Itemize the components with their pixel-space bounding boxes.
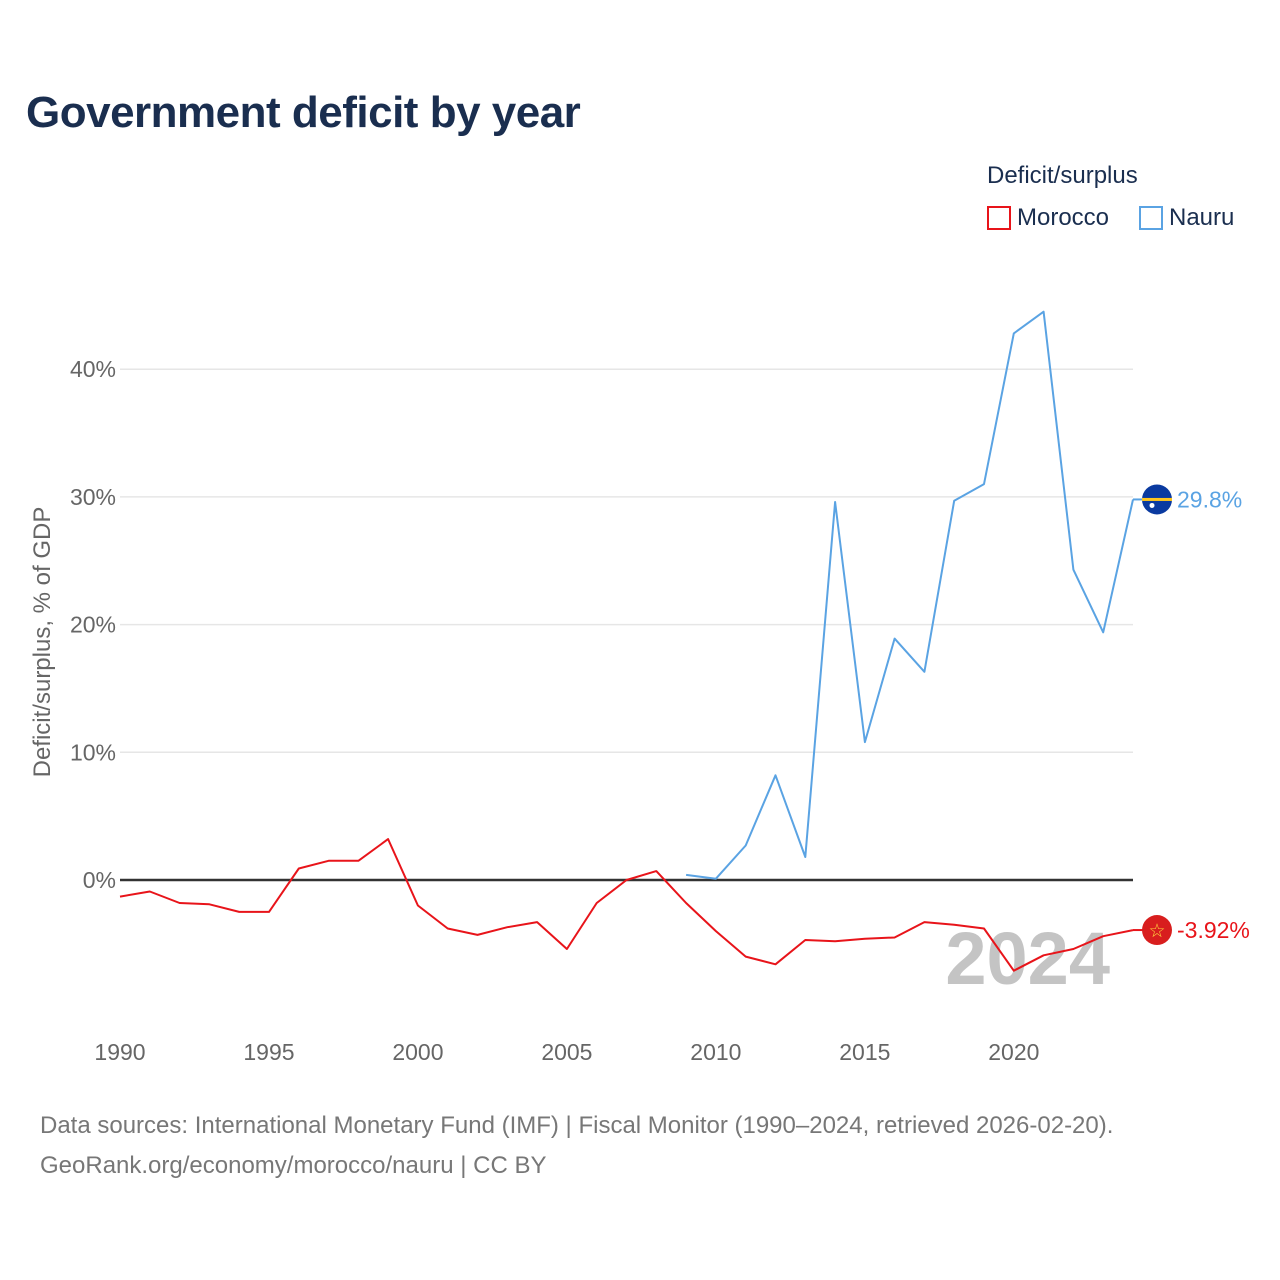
data-point-morocco[interactable]: [592, 898, 602, 908]
year-watermark: 2024: [945, 917, 1110, 1000]
data-point-morocco[interactable]: [324, 856, 334, 866]
source-line-2[interactable]: GeoRank.org/economy/morocco/nauru | CC B…: [40, 1152, 547, 1179]
data-point-morocco[interactable]: [413, 901, 423, 911]
data-point-morocco[interactable]: [800, 935, 810, 945]
flag-icon-morocco: ☆: [1142, 915, 1172, 946]
data-point-nauru[interactable]: [830, 497, 840, 507]
data-point-nauru[interactable]: [949, 496, 959, 506]
data-point-nauru[interactable]: [1068, 565, 1078, 575]
data-point-nauru[interactable]: [860, 737, 870, 747]
data-point-morocco[interactable]: [1009, 966, 1019, 976]
end-value-label-nauru: 29.8%: [1177, 486, 1242, 512]
data-point-morocco[interactable]: [741, 952, 751, 962]
data-point-morocco[interactable]: [681, 898, 691, 908]
data-point-morocco[interactable]: [1098, 931, 1108, 941]
x-tick-label: 2020: [988, 1039, 1039, 1065]
flag-icon-nauru: [1142, 484, 1172, 515]
data-point-nauru[interactable]: [741, 841, 751, 851]
y-tick-label: 40%: [70, 356, 116, 382]
data-point-nauru[interactable]: [800, 852, 810, 862]
data-point-morocco[interactable]: [830, 936, 840, 946]
y-axis-ticks: 0% 10% 20% 30% 40%: [70, 356, 116, 893]
data-point-morocco[interactable]: [473, 930, 483, 940]
y-tick-label: 20%: [70, 612, 116, 638]
data-point-morocco[interactable]: [115, 892, 125, 902]
end-value-label-morocco: -3.92%: [1177, 917, 1250, 943]
data-point-nauru[interactable]: [919, 667, 929, 677]
data-point-morocco[interactable]: [294, 864, 304, 874]
data-point-morocco[interactable]: [234, 907, 244, 917]
data-point-morocco[interactable]: [622, 875, 632, 885]
svg-text:☆: ☆: [1148, 920, 1165, 942]
legend-label-morocco: Morocco: [1017, 204, 1110, 231]
x-tick-label: 2015: [839, 1039, 890, 1065]
legend-swatch-nauru: [1139, 206, 1163, 230]
data-point-morocco[interactable]: [860, 934, 870, 944]
grid-lines: [120, 368, 1133, 754]
chart-title: Government deficit by year: [26, 88, 581, 137]
legend-title: Deficit/surplus: [987, 162, 1138, 189]
series-line-morocco[interactable]: [119, 838, 1134, 972]
data-point-morocco[interactable]: [562, 944, 572, 954]
data-point-nauru[interactable]: [770, 770, 780, 780]
data-point-morocco[interactable]: [711, 926, 721, 936]
x-tick-label: 2000: [392, 1039, 443, 1065]
x-tick-label: 1995: [243, 1039, 294, 1065]
x-tick-label: 2010: [690, 1039, 741, 1065]
x-tick-label: 2005: [541, 1039, 592, 1065]
data-point-nauru[interactable]: [1039, 307, 1049, 317]
data-point-morocco[interactable]: [532, 917, 542, 927]
data-point-morocco[interactable]: [264, 907, 274, 917]
data-point-nauru[interactable]: [890, 634, 900, 644]
data-point-nauru[interactable]: [681, 870, 691, 880]
data-point-morocco[interactable]: [979, 924, 989, 934]
x-axis-ticks: 1990 1995 2000 2005 2010 2015 2020: [94, 1039, 1039, 1065]
data-point-morocco[interactable]: [919, 917, 929, 927]
x-tick-label: 1990: [94, 1039, 145, 1065]
data-point-morocco[interactable]: [949, 920, 959, 930]
y-tick-label: 30%: [70, 484, 116, 510]
data-point-morocco[interactable]: [204, 899, 214, 909]
series-end-markers: ☆ -3.92% 29.8%: [1133, 484, 1250, 946]
y-axis-label: Deficit/surplus, % of GDP: [29, 507, 56, 778]
data-point-morocco[interactable]: [145, 886, 155, 896]
data-point-morocco[interactable]: [502, 922, 512, 932]
data-point-morocco[interactable]: [1068, 944, 1078, 954]
source-line-1: Data sources: International Monetary Fun…: [40, 1112, 1114, 1139]
data-point-morocco[interactable]: [890, 932, 900, 942]
legend-swatch-morocco: [987, 206, 1011, 230]
series-line-nauru[interactable]: [685, 310, 1134, 880]
data-point-nauru[interactable]: [979, 479, 989, 489]
data-point-morocco[interactable]: [353, 856, 363, 866]
source-note: Data sources: International Monetary Fun…: [40, 1106, 1113, 1186]
data-point-morocco[interactable]: [383, 834, 393, 844]
legend-label-nauru: Nauru: [1169, 204, 1235, 231]
data-point-morocco[interactable]: [1039, 950, 1049, 960]
series-lines: [115, 307, 1134, 976]
data-point-morocco[interactable]: [443, 924, 453, 934]
data-point-morocco[interactable]: [770, 959, 780, 969]
data-point-morocco[interactable]: [651, 866, 661, 876]
data-point-nauru[interactable]: [711, 874, 721, 884]
legend-item-morocco[interactable]: Morocco: [987, 204, 1109, 232]
legend-item-nauru[interactable]: Nauru: [1139, 204, 1234, 232]
data-point-nauru[interactable]: [1009, 328, 1019, 338]
data-point-nauru[interactable]: [1098, 627, 1108, 637]
y-tick-label: 0%: [83, 867, 116, 893]
y-tick-label: 10%: [70, 739, 116, 765]
data-point-morocco[interactable]: [175, 898, 185, 908]
